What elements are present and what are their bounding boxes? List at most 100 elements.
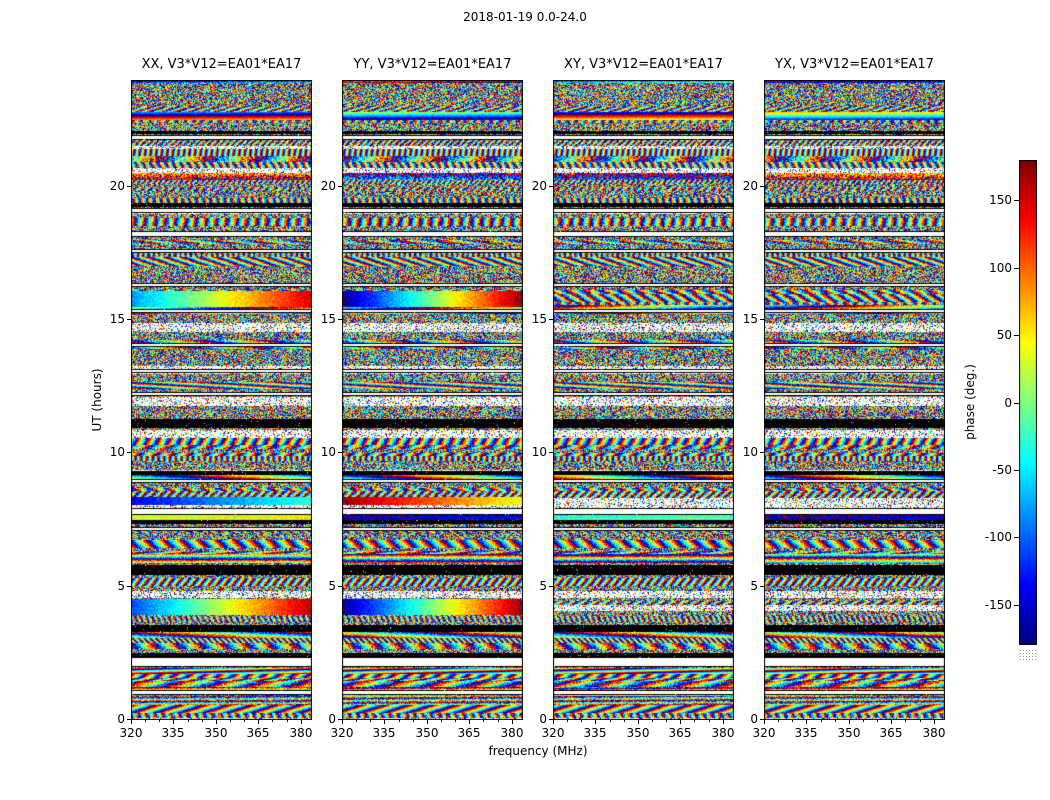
y-tick-label: 10 [531,445,547,459]
y-tick-mark [549,719,553,720]
x-minor-tick-mark [287,720,288,722]
y-tick-label: 15 [742,312,758,326]
y-tick-mark [338,319,342,320]
y-tick-mark [549,186,553,187]
subplot-xy: XY, V3*V12=EA01*EA17 0 5 10 15 20 320 335 350 36… [532,57,735,740]
colorbar: 150 100 50 0 -50 -100 -150 [985,160,1037,645]
x-tick-label: 335 [161,726,185,740]
x-tick-mark [723,720,724,724]
x-axis-label: frequency (MHz) [488,744,588,758]
x-minor-tick-mark [188,720,189,722]
x-minor-tick-mark [202,720,203,722]
x-minor-tick-mark [905,720,906,722]
subplot-yy: YY, V3*V12=EA01*EA17 0 5 10 15 20 320 335 350 36… [321,57,524,740]
y-tick-label: 15 [531,312,547,326]
subplot-yx: YX, V3*V12=EA01*EA17 0 5 10 15 20 320 335 350 36… [743,57,946,740]
subplot-xx: XX, V3*V12=EA01*EA17 0 5 10 15 20 320 335 350 36… [110,57,313,740]
colorbar-tick-label: -150 [984,598,1012,612]
x-tick-mark [595,720,596,724]
x-minor-tick-mark [920,720,921,722]
heatmap-canvas-yy [342,80,523,720]
x-minor-tick-mark [821,720,822,722]
y-tick-mark [549,452,553,453]
figure-title: 2018-01-19 0.0-24.0 [463,10,587,24]
y-tick-mark [549,586,553,587]
x-tick-mark [384,720,385,724]
x-tick-label: 365 [668,726,692,740]
heatmap-canvas-xx [131,80,312,720]
y-axis-label: UT (hours) [90,368,104,432]
x-tick-mark [216,720,217,724]
x-minor-tick-mark [581,720,582,722]
x-minor-tick-mark [159,720,160,722]
y-tick-mark [127,586,131,587]
x-tick-mark [806,720,807,724]
x-tick-mark [764,720,765,724]
y-tick-label: 15 [320,312,336,326]
colorbar-label: phase (deg.) [963,364,977,440]
x-tick-label: 380 [289,726,313,740]
y-tick-mark [127,319,131,320]
x-tick-mark [553,720,554,724]
y-tick-mark [760,319,764,320]
y-tick-label: 10 [742,445,758,459]
x-tick-label: 380 [922,726,946,740]
x-tick-mark [680,720,681,724]
x-minor-tick-mark [709,720,710,722]
colorbar-tick-mark [1014,268,1019,269]
heatmap-canvas-yx [764,80,945,720]
x-tick-label: 320 [752,726,776,740]
x-tick-label: 350 [415,726,439,740]
x-minor-tick-mark [370,720,371,722]
subplot-title-xx: XX, V3*V12=EA01*EA17 [141,57,302,72]
subplot-title-xy: XY, V3*V12=EA01*EA17 [564,57,723,72]
y-tick-mark [760,719,764,720]
x-tick-label: 350 [837,726,861,740]
y-tick-mark [760,186,764,187]
y-tick-label: 0 [750,712,758,726]
x-minor-tick-mark [272,720,273,722]
x-minor-tick-mark [624,720,625,722]
y-tick-label: 0 [539,712,547,726]
colorbar-tick-mark [1014,537,1019,538]
x-minor-tick-mark [652,720,653,722]
x-minor-tick-mark [145,720,146,722]
x-tick-mark [131,720,132,724]
x-tick-mark [638,720,639,724]
x-minor-tick-mark [498,720,499,722]
x-tick-label: 320 [330,726,354,740]
y-tick-label: 0 [328,712,336,726]
x-minor-tick-mark [483,720,484,722]
y-tick-label: 20 [531,179,547,193]
y-tick-mark [760,452,764,453]
x-tick-mark [512,720,513,724]
subplot-title-yy: YY, V3*V12=EA01*EA17 [353,57,512,72]
colorbar-tick-label: 150 [989,193,1012,207]
x-minor-tick-mark [244,720,245,722]
x-tick-mark [301,720,302,724]
x-minor-tick-mark [413,720,414,722]
x-minor-tick-mark [230,720,231,722]
y-tick-mark [549,319,553,320]
y-tick-label: 5 [328,579,336,593]
y-tick-mark [127,719,131,720]
x-minor-tick-mark [567,720,568,722]
x-tick-label: 380 [500,726,524,740]
colorbar-tick-label: -50 [992,463,1012,477]
y-tick-mark [338,452,342,453]
x-tick-label: 365 [246,726,270,740]
y-tick-mark [760,586,764,587]
x-tick-mark [258,720,259,724]
y-tick-mark [338,719,342,720]
x-tick-label: 365 [457,726,481,740]
y-tick-label: 5 [117,579,125,593]
y-tick-label: 10 [320,445,336,459]
colorbar-tick-label: -100 [984,530,1012,544]
x-tick-mark [934,720,935,724]
colorbar-tick-mark [1014,335,1019,336]
y-tick-mark [338,186,342,187]
colorbar-tick-label: 100 [989,261,1012,275]
colorbar-tick-mark [1014,403,1019,404]
x-minor-tick-mark [441,720,442,722]
